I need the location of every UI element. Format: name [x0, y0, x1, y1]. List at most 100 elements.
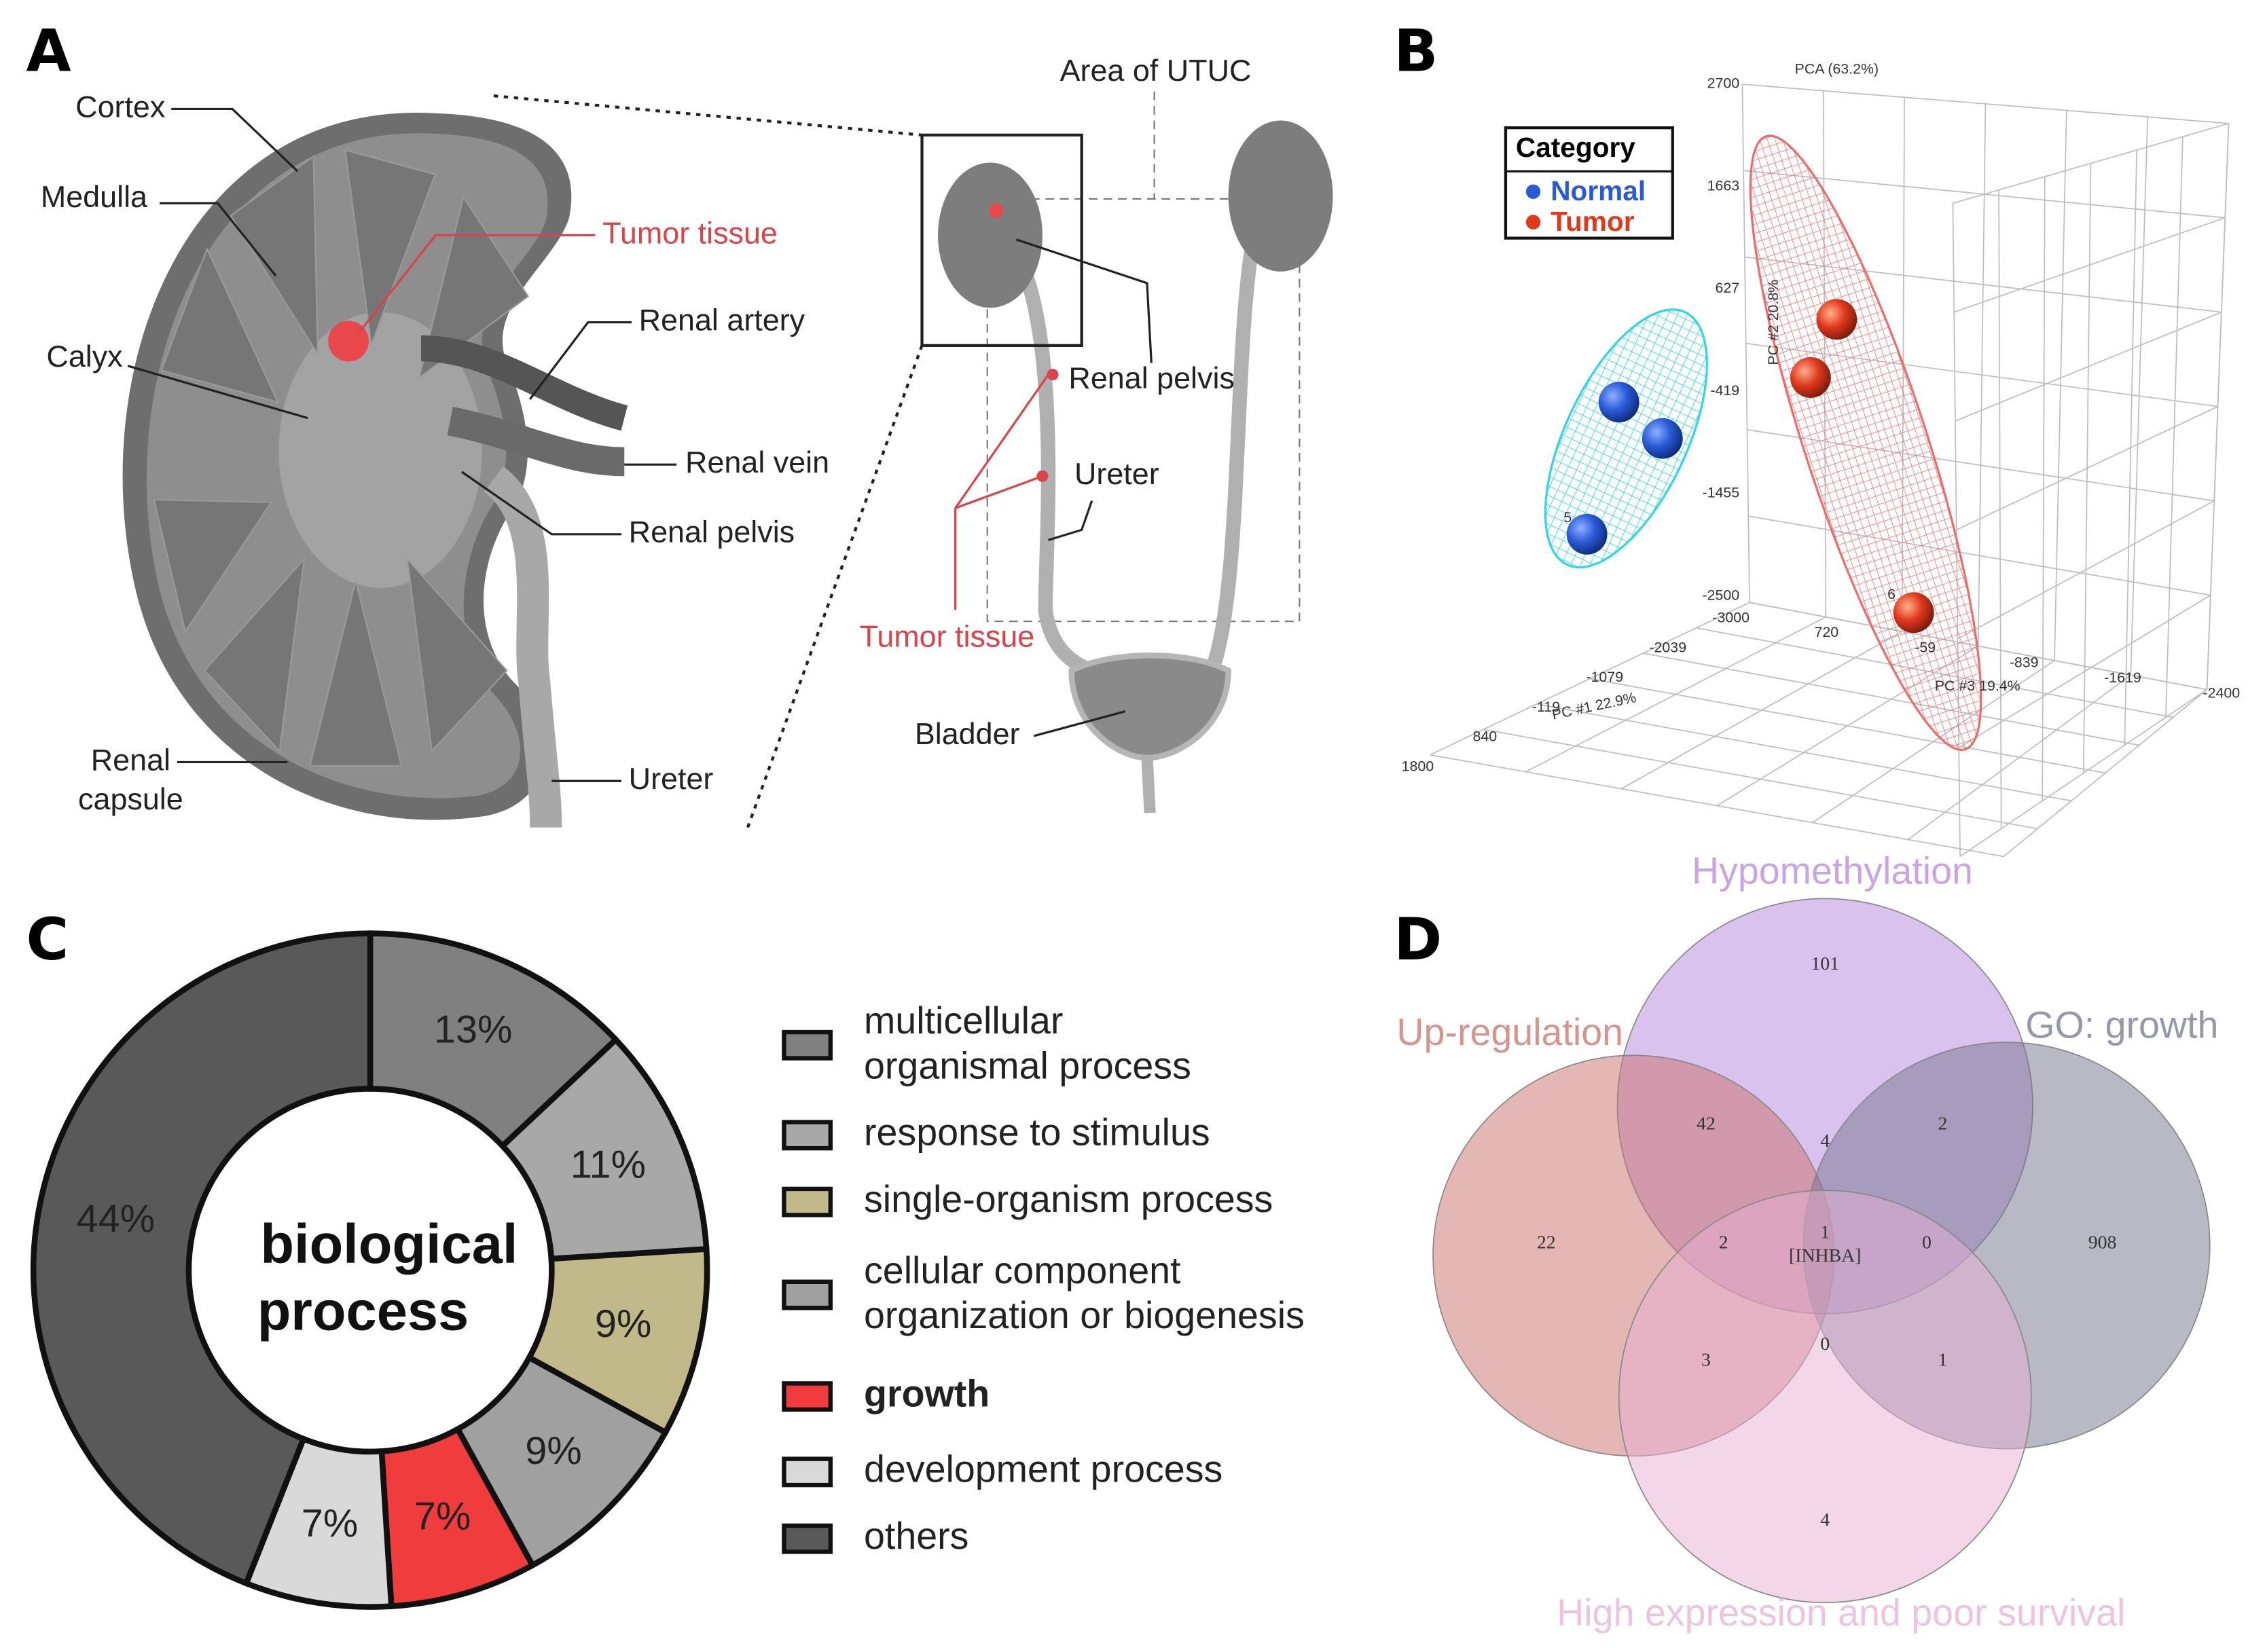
pc3-tick: -59	[1915, 639, 1936, 655]
pca-grid-line	[2130, 117, 2149, 676]
kidney-label: Medulla	[41, 179, 147, 214]
pca-grid-line	[2003, 689, 2208, 858]
legend-swatch	[782, 1029, 833, 1061]
legend-label: cellular component organization or biogen…	[864, 1249, 1305, 1336]
zoom-line	[746, 345, 924, 828]
urinary-label: Renal pelvis	[1068, 361, 1234, 395]
normal-point	[1566, 513, 1608, 555]
point-label: 6	[1887, 586, 1896, 602]
panel-label: B	[1394, 18, 1438, 86]
panel-label: A	[26, 18, 71, 86]
venn-gene: [INHBA]	[1789, 1245, 1861, 1266]
venn-count: 0	[1922, 1232, 1932, 1253]
kidney-label: Cortex	[75, 89, 165, 124]
medulla-pyramid	[153, 498, 273, 634]
leader-line	[127, 365, 308, 420]
value-label: 7%	[414, 1494, 471, 1538]
pca-grid-line	[1430, 754, 2004, 858]
pc2-tick: 1663	[1707, 177, 1740, 194]
point-label: 5	[1563, 509, 1572, 526]
urinary-label: Ureter	[1074, 456, 1159, 491]
kidney-label: Renal capsule	[78, 742, 183, 816]
pc1-tick: -119	[1532, 699, 1560, 715]
legend-label: development process	[864, 1448, 1222, 1490]
small-kidney	[1228, 120, 1333, 272]
pc1-title: PC #1 22.9%	[1551, 689, 1637, 723]
pca-grid-line	[1589, 678, 2105, 774]
legend-item: Normal	[1551, 175, 1646, 206]
normal-point	[1642, 418, 1683, 459]
legend-marker	[1525, 184, 1541, 199]
leader-line	[529, 321, 632, 400]
tumor-tissue	[328, 320, 369, 362]
venn-count: 101	[1811, 953, 1839, 974]
venn-count: 1	[1820, 1222, 1830, 1243]
venn-count: 1	[1938, 1350, 1947, 1371]
legend-swatch	[782, 1456, 833, 1488]
legend-label: growth	[864, 1372, 990, 1414]
center-label: process	[257, 1280, 469, 1342]
venn-count: 4	[1820, 1509, 1830, 1530]
pc2-tick: 627	[1715, 280, 1739, 296]
venn-count: 2	[1719, 1232, 1728, 1253]
venn-diagram: Hypomethylation Up-regulation GO: growth Hi…	[1396, 850, 2218, 1634]
legend-swatch	[782, 1279, 833, 1310]
value-label: 9%	[525, 1429, 581, 1473]
pca-grid-line	[2165, 136, 2184, 718]
zoom-line	[493, 94, 922, 137]
panel-label: D	[1394, 906, 1442, 974]
leader-line	[171, 107, 299, 172]
pca-plot: 5 6 PCA (63.2%) 2700 1663 627 -419 -1455 -2500 -3…	[1402, 60, 2241, 858]
tumor-ellipse	[1749, 134, 1982, 751]
venn-set-label: Hypomethylation	[1692, 850, 1973, 892]
venn-count: 4	[1820, 1131, 1830, 1152]
pc2-title: PC #2 20.8%	[1765, 280, 1781, 365]
pc1-tick: 840	[1472, 729, 1497, 745]
pc1-tick: -1079	[1586, 669, 1623, 685]
bladder	[1068, 653, 1231, 761]
kidney-label: Renal vein	[685, 445, 829, 479]
renal-vein	[447, 407, 625, 477]
pc2-tick: -419	[1710, 382, 1739, 399]
ureter	[483, 466, 562, 828]
medulla-pyramid	[160, 246, 279, 403]
kidney-label: Calyx	[46, 339, 122, 373]
legend-item: Tumor	[1551, 206, 1635, 237]
medulla-pyramid	[418, 195, 530, 380]
pc3-tick: -2400	[2203, 685, 2241, 701]
value-label: 13%	[434, 1008, 513, 1052]
legend-swatch	[782, 1186, 833, 1217]
pc2-tick: 2700	[1707, 75, 1740, 92]
value-label: 9%	[595, 1302, 651, 1346]
pc3-tick: 720	[1815, 624, 1839, 640]
venn-set-label: GO: growth	[2025, 1004, 2218, 1046]
legend-label: multicellular organismal process	[864, 999, 1191, 1086]
pca-title: PCA (63.2%)	[1795, 60, 1879, 77]
urinary-label: Tumor tissue	[860, 619, 1035, 654]
right-ureter	[1207, 249, 1259, 667]
medulla-pyramid	[203, 557, 306, 753]
tumor-point	[1790, 356, 1831, 398]
venn-count: 0	[1820, 1334, 1830, 1355]
medulla-pyramid	[406, 557, 508, 753]
legend-swatch	[782, 1120, 833, 1151]
kidney-label: Tumor tissue	[602, 215, 778, 250]
medulla-pyramid	[309, 580, 403, 767]
zoom-box	[920, 133, 1083, 348]
renal-sinus	[278, 312, 482, 588]
legend-label: others	[864, 1515, 968, 1557]
tumor-point	[1893, 592, 1934, 634]
pc1-tick: 1800	[1402, 758, 1434, 775]
donut-segment	[30, 930, 374, 1587]
value-label: 7%	[302, 1502, 358, 1545]
venn-count: 908	[2088, 1232, 2117, 1253]
value-label: 44%	[77, 1197, 156, 1241]
tumor-point	[1816, 299, 1858, 340]
center-label: biological	[260, 1213, 518, 1275]
pc1-tick: -3000	[1712, 609, 1750, 625]
venn-set-label: Up-regulation	[1396, 1011, 1623, 1053]
pc2-tick: -1455	[1702, 485, 1739, 501]
pca-grid-line	[1483, 729, 2038, 830]
urinary-label: Bladder	[915, 716, 1020, 751]
